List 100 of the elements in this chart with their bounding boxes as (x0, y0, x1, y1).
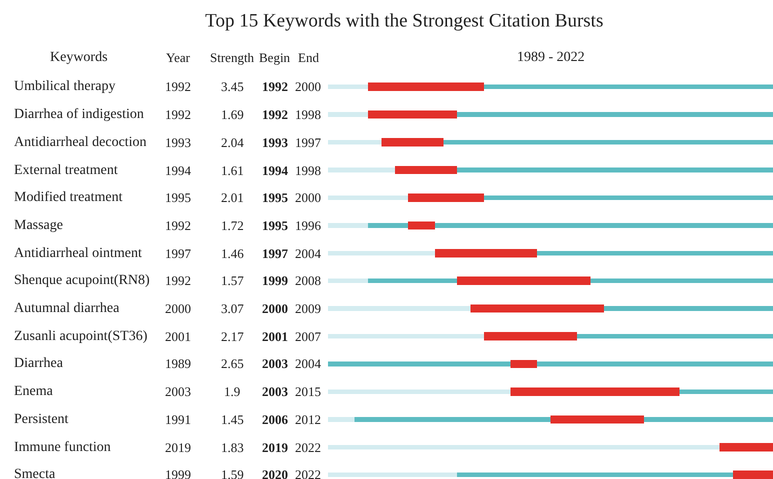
text: 2003 (262, 384, 288, 399)
y-tick-label: Autumnal diarrhea (14, 301, 120, 316)
text: Year (166, 50, 191, 65)
text: 1.69 (221, 107, 244, 122)
bar (328, 306, 470, 311)
bar (328, 444, 720, 450)
bar (720, 442, 773, 452)
bar (328, 417, 355, 422)
bar (328, 195, 408, 200)
bar (368, 223, 408, 228)
text: 1995 (262, 190, 288, 205)
text: 1993 (262, 135, 288, 150)
y-tick-label: Modified treatment (14, 190, 123, 205)
bar (328, 278, 368, 284)
bar (408, 221, 435, 230)
text: 1.72 (221, 218, 244, 233)
bar (510, 388, 680, 396)
bar (328, 389, 510, 394)
text: 2006 (262, 412, 288, 427)
text: 2000 (165, 301, 191, 316)
bar (328, 112, 368, 117)
text: 1.59 (221, 467, 244, 479)
text: 2015 (295, 384, 321, 399)
text: 2004 (295, 356, 322, 371)
bar (732, 470, 773, 479)
text: 2009 (295, 301, 321, 316)
text: 1994 (165, 163, 192, 178)
bar (434, 223, 773, 228)
bar (590, 278, 773, 284)
text: 2019 (165, 440, 191, 455)
bar (484, 84, 773, 90)
bar (394, 166, 458, 174)
text: 1992 (165, 218, 191, 233)
text: 2000 (262, 301, 288, 316)
text: 2.17 (221, 329, 244, 344)
bar (368, 82, 484, 92)
bar (457, 472, 733, 478)
bar (457, 112, 773, 117)
text: 1997 (165, 246, 192, 261)
text: Begin (259, 50, 291, 65)
y-tick-label: Shenque acupoint(RN8) (14, 273, 150, 288)
text: 1.61 (221, 163, 244, 178)
text: 2.04 (221, 135, 244, 150)
text: 2003 (262, 356, 288, 371)
text: 1997 (262, 246, 288, 261)
bar (550, 415, 644, 424)
bar (470, 304, 604, 313)
chart-title: Top 15 Keywords with the Strongest Citation Bursts (205, 10, 604, 32)
bar (537, 250, 773, 256)
y-tick-label: Massage (14, 218, 63, 233)
text: 1991 (165, 412, 191, 427)
bar (644, 417, 773, 422)
text: 1992 (165, 273, 191, 288)
text: 2022 (295, 440, 321, 455)
text: 3.07 (221, 301, 244, 316)
text: 2003 (165, 384, 191, 399)
text: 2001 (165, 329, 191, 344)
text: 1.45 (221, 412, 244, 427)
y-tick-label: Zusanli acupoint(ST36) (14, 329, 148, 344)
y-tick-label: Immune function (14, 440, 111, 455)
text: 2000 (295, 79, 321, 94)
bar (381, 138, 444, 146)
text: 1999 (262, 273, 288, 288)
text: 1995 (165, 190, 191, 205)
bar (457, 276, 591, 286)
y-tick-label: External treatment (14, 163, 118, 178)
bar (368, 278, 458, 284)
y-tick-label: Diarrhea of indigestion (14, 107, 144, 122)
bar (537, 362, 773, 366)
text: 2.65 (221, 356, 244, 371)
text: 2007 (295, 329, 322, 344)
text: 2012 (295, 412, 321, 427)
y-tick-label: Antidiarrheal decoction (14, 135, 147, 150)
bar (328, 223, 368, 228)
bar (354, 417, 550, 422)
text: 1989 (165, 356, 191, 371)
chart-subtitle: 1989 - 2022 (517, 50, 585, 65)
text: 1997 (295, 135, 322, 150)
text: 1992 (165, 79, 191, 94)
bar (328, 140, 382, 145)
bar (328, 168, 395, 172)
text: 2001 (262, 329, 288, 344)
text: 3.45 (221, 79, 244, 94)
y-axis-title: Keywords (50, 50, 108, 65)
bar (484, 332, 578, 340)
text: 2008 (295, 273, 321, 288)
bar (577, 334, 773, 339)
bar (328, 334, 484, 339)
y-tick-label: Smecta (14, 467, 56, 479)
bar (328, 472, 458, 478)
text: 2020 (262, 467, 288, 479)
bar (457, 168, 773, 172)
bar (328, 250, 435, 256)
text: 1992 (165, 107, 191, 122)
bar (434, 248, 538, 258)
bar (444, 140, 773, 145)
text: 1993 (165, 135, 191, 150)
text: 2004 (295, 246, 322, 261)
text: 1.83 (221, 440, 244, 455)
text: 1998 (295, 163, 321, 178)
